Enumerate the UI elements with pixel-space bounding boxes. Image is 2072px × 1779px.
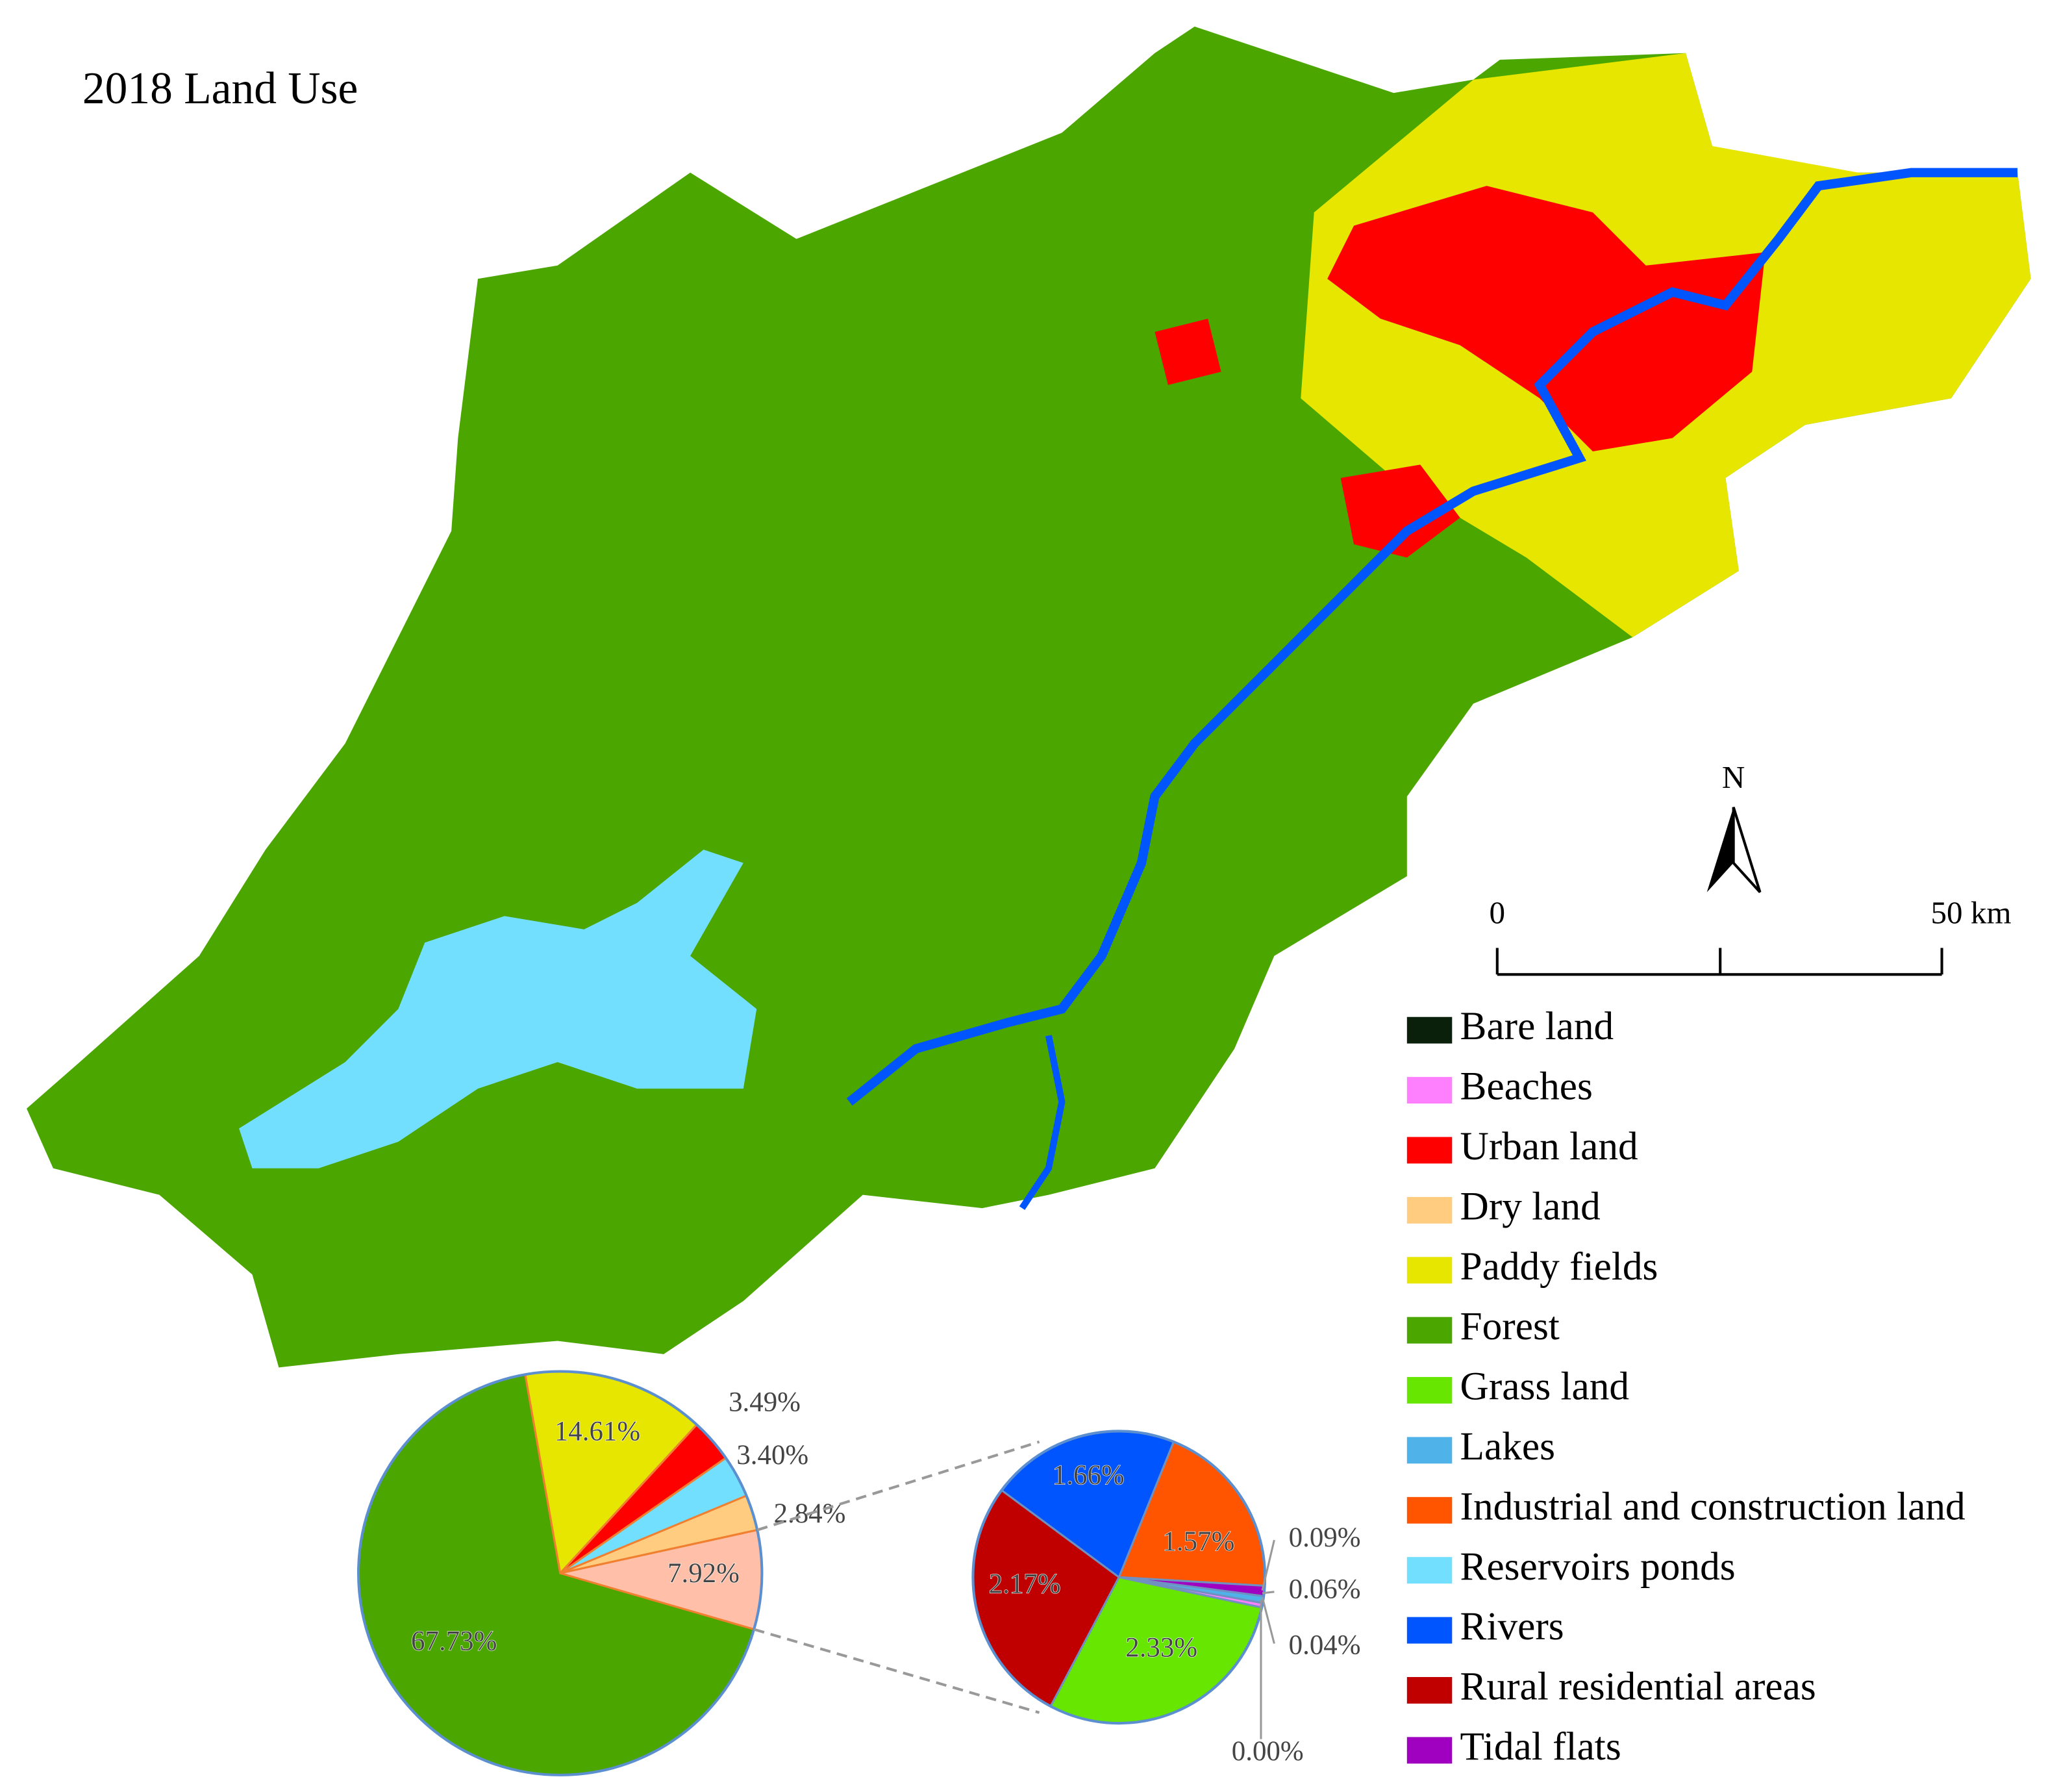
legend-label: Forest bbox=[1460, 1304, 1560, 1348]
legend: Bare land Beaches Urban land Dry land Paddy … bbox=[1406, 1004, 1966, 1769]
pie-value-label: 3.40% bbox=[736, 1440, 808, 1470]
river bbox=[846, 168, 2018, 1106]
legend-swatch bbox=[1406, 1257, 1453, 1284]
pie-value-label: 0.09% bbox=[1289, 1522, 1361, 1553]
legend-label: Grass land bbox=[1460, 1365, 1630, 1409]
urban-area bbox=[1340, 464, 1460, 558]
pie-value-label: 7.92% bbox=[668, 1558, 740, 1589]
north-arrow-right bbox=[1732, 807, 1762, 893]
legend-swatch bbox=[1406, 1016, 1453, 1044]
legend-swatch bbox=[1406, 1677, 1453, 1704]
legend-label: Rivers bbox=[1460, 1604, 1564, 1648]
pie-value-label: 0.04% bbox=[1289, 1630, 1361, 1660]
legend-swatch bbox=[1406, 1377, 1453, 1404]
legend-swatch bbox=[1406, 1737, 1453, 1764]
leader-line bbox=[1261, 1539, 1275, 1591]
legend-label: Urban land bbox=[1460, 1124, 1638, 1168]
legend-label: Beaches bbox=[1460, 1065, 1593, 1109]
pie-of-pie: 14.61%3.49%3.40%2.84%7.92%67.73%1.57%0.0… bbox=[356, 1370, 1361, 1776]
legend-swatch bbox=[1406, 1437, 1453, 1464]
pie-value-label: 2.33% bbox=[1125, 1633, 1197, 1663]
map bbox=[27, 26, 2031, 1368]
scale-bar bbox=[1495, 948, 1943, 976]
legend-label: Reservoirs ponds bbox=[1460, 1545, 1736, 1589]
north-arrow-left bbox=[1706, 807, 1734, 892]
north-label: N bbox=[1722, 759, 1745, 795]
legend-swatch bbox=[1406, 1557, 1453, 1584]
pie-value-label: 14.61% bbox=[555, 1416, 640, 1446]
legend-swatch bbox=[1406, 1196, 1453, 1224]
pie-value-label: 67.73% bbox=[411, 1626, 497, 1656]
legend-swatch bbox=[1406, 1617, 1453, 1644]
north-arrow: N bbox=[1706, 759, 1762, 893]
pie-value-label: 3.49% bbox=[729, 1387, 801, 1417]
leader-line bbox=[1261, 1596, 1275, 1644]
legend-label: Industrial and construction land bbox=[1460, 1484, 1966, 1528]
legend-swatch bbox=[1406, 1137, 1453, 1164]
legend-label: Rural residential areas bbox=[1460, 1665, 1816, 1709]
leader-line bbox=[1262, 1591, 1275, 1595]
pie-value-label: 0.00% bbox=[1232, 1736, 1304, 1767]
legend-label: Tidal flats bbox=[1460, 1724, 1621, 1769]
scale-label: 50 km bbox=[1931, 895, 2012, 931]
pie-value-label: 1.66% bbox=[1053, 1460, 1125, 1491]
map-title: 2018 Land Use bbox=[82, 64, 358, 114]
legend-swatch bbox=[1406, 1077, 1453, 1104]
connector bbox=[753, 1628, 1040, 1714]
urban-area bbox=[1327, 186, 1766, 451]
reservoir bbox=[239, 850, 757, 1168]
urban-area bbox=[1155, 318, 1221, 385]
legend-swatch bbox=[1406, 1496, 1453, 1524]
pie-outline bbox=[356, 1370, 764, 1776]
scale-label: 0 bbox=[1490, 895, 1506, 931]
connector bbox=[756, 1440, 1040, 1532]
river bbox=[1019, 1035, 1066, 1210]
pie-value-label: 0.06% bbox=[1289, 1574, 1361, 1605]
pie-value-label: 1.57% bbox=[1162, 1526, 1234, 1557]
legend-label: Lakes bbox=[1460, 1424, 1555, 1469]
legend-label: Bare land bbox=[1460, 1004, 1614, 1048]
pie-value-label: 2.17% bbox=[989, 1569, 1061, 1599]
legend-label: Paddy fields bbox=[1460, 1244, 1658, 1289]
legend-swatch bbox=[1406, 1317, 1453, 1344]
legend-label: Dry land bbox=[1460, 1184, 1601, 1228]
